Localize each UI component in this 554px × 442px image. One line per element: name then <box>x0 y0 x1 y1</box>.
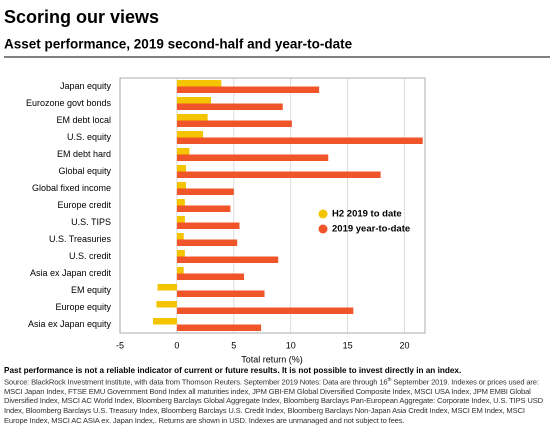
y-tick-label: Eurozone govt bonds <box>26 98 112 108</box>
plot-frame <box>119 77 426 334</box>
x-tick-label: 10 <box>286 340 296 350</box>
x-tick-label: 15 <box>343 340 353 350</box>
bar <box>176 188 234 195</box>
source-sup: th <box>387 376 392 383</box>
bar <box>176 273 245 280</box>
disclaimer: Past performance is not a reliable indic… <box>4 366 462 375</box>
x-axis-label: Total return (%) <box>241 354 303 364</box>
x-tick-label: -5 <box>116 340 124 350</box>
x-tick-label: 0 <box>174 340 179 350</box>
bar <box>176 131 204 138</box>
bar <box>157 284 177 291</box>
bar <box>176 267 184 274</box>
bar <box>176 120 292 127</box>
bar <box>176 97 212 104</box>
bar <box>176 114 208 121</box>
bar <box>176 182 187 189</box>
y-tick-label: EM equity <box>71 285 112 295</box>
y-tick-label: EM debt local <box>56 115 111 125</box>
legend-label: 2019 year-to-date <box>332 224 410 235</box>
bar <box>156 301 177 308</box>
y-tick-label: U.S. credit <box>69 251 112 261</box>
bar <box>176 205 231 212</box>
bar <box>176 250 185 257</box>
bar <box>176 324 262 331</box>
legend-marker <box>318 224 328 234</box>
y-tick-label: U.S. equity <box>67 132 112 142</box>
bar <box>176 165 187 172</box>
bar <box>176 216 185 223</box>
bar <box>176 137 423 144</box>
y-tick-label: Global fixed income <box>32 183 111 193</box>
y-tick-label: U.S. Treasuries <box>49 234 112 244</box>
bar <box>176 154 329 161</box>
y-tick-label: Japan equity <box>60 81 112 91</box>
bar <box>176 222 240 229</box>
bar <box>176 307 354 314</box>
source-text: September 2019. Indexes or prices used a… <box>4 377 543 425</box>
source: Source: BlackRock Investment Institute, … <box>4 376 550 426</box>
bar <box>176 80 222 87</box>
bar <box>153 318 177 325</box>
bar <box>176 233 184 240</box>
y-tick-label: EM debt hard <box>57 149 111 159</box>
legend-label: H2 2019 to date <box>332 209 402 220</box>
footnote: Past performance is not a reliable indic… <box>4 366 550 425</box>
bar <box>176 86 320 93</box>
bar <box>176 171 381 178</box>
y-tick-label: U.S. TIPS <box>71 217 111 227</box>
chart-subtitle: Asset performance, 2019 second-half and … <box>4 37 353 52</box>
bar <box>176 239 238 246</box>
y-tick-label: Asia ex Japan equity <box>28 319 112 329</box>
bar <box>176 148 190 155</box>
y-tick-label: Europe credit <box>57 200 111 210</box>
y-tick-label: Europe equity <box>55 302 111 312</box>
x-tick-label: 5 <box>231 340 236 350</box>
bar <box>176 103 283 110</box>
bar <box>176 199 185 206</box>
y-tick-label: Asia ex Japan credit <box>30 268 112 278</box>
y-tick-label: Global equity <box>58 166 111 176</box>
bar <box>176 290 265 297</box>
x-tick-label: 20 <box>400 340 410 350</box>
source-text: Source: BlackRock Investment Institute, … <box>4 377 388 387</box>
legend-marker <box>318 209 328 219</box>
chart: Scoring our views Asset performance, 201… <box>4 7 550 364</box>
bar <box>176 256 279 263</box>
chart-title: Scoring our views <box>4 7 159 27</box>
